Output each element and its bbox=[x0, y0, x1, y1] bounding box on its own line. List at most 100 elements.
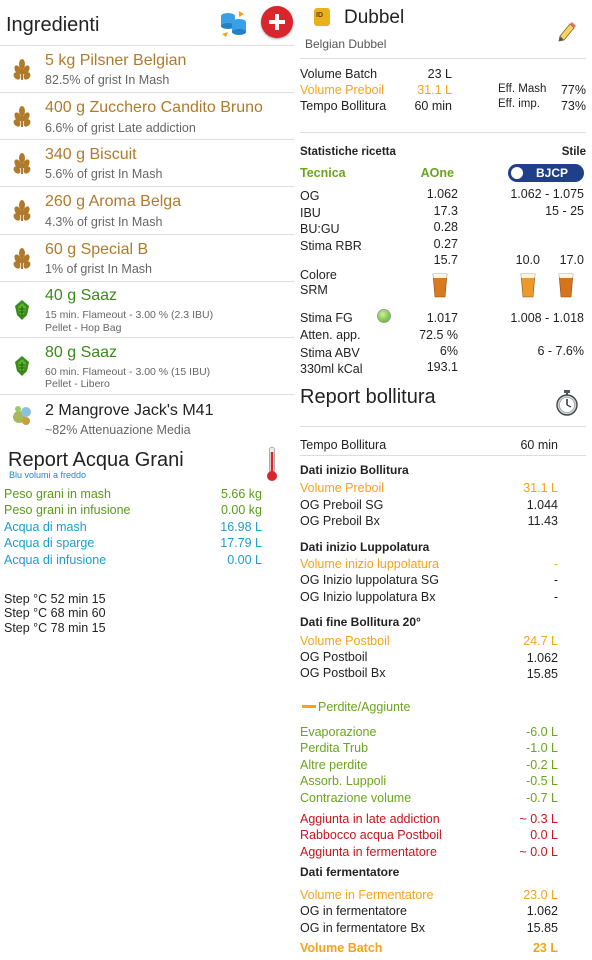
hop-icon bbox=[15, 300, 29, 320]
fg-label: Stima FG bbox=[300, 311, 353, 325]
water-row-value: 5.66 kg bbox=[220, 487, 262, 501]
kcal-label: 330ml kCal bbox=[300, 362, 363, 376]
vol-postboil-value: 24.7 L bbox=[523, 634, 558, 648]
wheat-icon bbox=[13, 248, 31, 269]
collapse-dash-icon[interactable] bbox=[302, 705, 316, 708]
eff-mash-value: 77% bbox=[560, 83, 586, 97]
beer-glass-icon bbox=[432, 273, 448, 298]
water-row-value: 17.79 L bbox=[220, 536, 262, 550]
volume-batch-label: Volume Batch bbox=[300, 67, 378, 81]
addition-label: Aggiunta in fermentatore bbox=[300, 845, 437, 859]
loss-label: Assorb. Luppoli bbox=[300, 774, 387, 788]
og-ferm-value: 1.062 bbox=[526, 904, 558, 918]
ingredient-item[interactable]: 80 g Saaz 60 min. Flameout - 3.00 % (15 … bbox=[0, 338, 294, 395]
mash-step: Step °C 68 min 60 bbox=[4, 606, 106, 620]
ingredient-detail: Pellet - Libero bbox=[45, 378, 110, 390]
ingredient-item[interactable]: 2 Mangrove Jack's M41 ~82% Attenuazione … bbox=[0, 395, 294, 441]
ingredient-detail: 5.6% of grist In Mash bbox=[45, 167, 163, 181]
vol-preboil-value: 31.1 L bbox=[523, 481, 558, 495]
tempo-bollitura-value: 60 min bbox=[414, 99, 452, 113]
ingredient-name: 260 g Aroma Belga bbox=[45, 193, 182, 210]
ingredients-header: Ingredienti bbox=[0, 0, 294, 46]
og-value: 1.062 bbox=[426, 187, 458, 201]
water-row-label: Acqua di mash bbox=[4, 520, 87, 534]
ingredient-detail: 6.6% of grist Late addiction bbox=[45, 121, 196, 135]
kcal-value: 193.1 bbox=[426, 360, 458, 374]
ibu-label: IBU bbox=[300, 206, 321, 220]
srm-min: 10.0 bbox=[515, 253, 540, 267]
vol-postboil-label: Volume Postboil bbox=[300, 634, 390, 648]
ingredient-item[interactable]: 400 g Zucchero Candito Bruno 6.6% of gri… bbox=[0, 93, 294, 140]
ingredients-title: Ingredienti bbox=[6, 14, 100, 36]
water-row-label: Acqua di sparge bbox=[4, 536, 95, 550]
database-sync-icon[interactable] bbox=[219, 8, 249, 38]
loss-value: -0.2 L bbox=[526, 758, 558, 772]
rbr-value: 0.27 bbox=[433, 237, 458, 251]
ingredient-name: 5 kg Pilsner Belgian bbox=[45, 52, 187, 69]
vol-lupp-label: Volume inizio luppolatura bbox=[300, 557, 439, 571]
volume-preboil-value: 31.1 L bbox=[417, 83, 452, 97]
wheat-icon bbox=[13, 200, 31, 221]
ingredient-item[interactable]: 260 g Aroma Belga 4.3% of grist In Mash bbox=[0, 187, 294, 235]
bjcp-toggle[interactable]: BJCP bbox=[508, 164, 584, 182]
ibu-range: 15 - 25 bbox=[545, 204, 584, 218]
edit-icon[interactable] bbox=[556, 20, 578, 42]
vol-preboil-label: Volume Preboil bbox=[300, 481, 385, 495]
ingredient-item[interactable]: 340 g Biscuit 5.6% of grist In Mash bbox=[0, 140, 294, 187]
water-row-value: 0.00 L bbox=[227, 553, 262, 567]
boil-tempo-label: Tempo Bollitura bbox=[300, 438, 387, 452]
add-ingredient-button[interactable] bbox=[261, 6, 293, 38]
boil-tempo-value: 60 min bbox=[520, 438, 558, 452]
tecnica-value: AOne bbox=[420, 166, 454, 180]
og-ferm-bx-value: 15.85 bbox=[526, 921, 558, 935]
loss-label: Contrazione volume bbox=[300, 791, 412, 805]
water-report-title: Report Acqua Grani bbox=[8, 449, 184, 471]
srm-label: SRM bbox=[300, 283, 328, 297]
stile-label: Stile bbox=[561, 146, 586, 158]
og-preboil-sg-label: OG Preboil SG bbox=[300, 498, 384, 512]
ingredient-item[interactable]: 60 g Special B 1% of grist In Mash bbox=[0, 235, 294, 282]
recipe-panel: Dubbel Belgian Dubbel Volume Batch 23 L … bbox=[294, 0, 592, 960]
og-lupp-sg-value: - bbox=[553, 573, 558, 587]
addition-value: ~ 0.0 L bbox=[519, 845, 558, 859]
srm-value: 15.7 bbox=[433, 253, 458, 267]
srm-max: 17.0 bbox=[559, 253, 584, 267]
recipe-name: Dubbel bbox=[344, 7, 405, 28]
status-led-icon bbox=[378, 310, 390, 322]
eff-imp-label: Eff. imp. bbox=[498, 98, 540, 110]
og-ferm-label: OG in fermentatore bbox=[300, 904, 407, 918]
ingredient-item[interactable]: 40 g Saaz 15 min. Flameout - 3.00 % (2.3… bbox=[0, 282, 294, 338]
abv-label: Stima ABV bbox=[300, 346, 360, 360]
beer-glass-icon bbox=[520, 273, 536, 298]
og-preboil-bx-value: 11.43 bbox=[527, 514, 558, 528]
og-lupp-bx-value: - bbox=[553, 590, 558, 604]
og-preboil-bx-label: OG Preboil Bx bbox=[300, 514, 380, 528]
og-label: OG bbox=[300, 189, 320, 203]
perdite-label[interactable]: Perdite/Aggiunte bbox=[318, 700, 411, 714]
vol-batch-label: Volume Batch bbox=[300, 941, 383, 955]
bugu-label: BU:GU bbox=[300, 222, 340, 236]
yeast-icon bbox=[13, 406, 31, 425]
section-inizio-luppolatura: Dati inizio Luppolatura bbox=[300, 540, 430, 554]
ingredient-detail: 1% of grist In Mash bbox=[45, 262, 152, 276]
ingredients-panel: Ingredienti 5 kg Pilsner Belgian 82.5% o… bbox=[0, 0, 294, 960]
ingredient-name: 340 g Biscuit bbox=[45, 146, 137, 163]
recipe-id-icon bbox=[314, 8, 330, 26]
og-postboil-bx-label: OG Postboil Bx bbox=[300, 666, 386, 680]
water-row-value: 16.98 L bbox=[220, 520, 262, 534]
ingredient-name: 60 g Special B bbox=[45, 241, 149, 258]
ingredient-name: 80 g Saaz bbox=[45, 344, 118, 361]
wheat-icon bbox=[13, 59, 31, 80]
recipe-style: Belgian Dubbel bbox=[305, 37, 387, 51]
og-range: 1.062 - 1.075 bbox=[510, 187, 584, 201]
loss-value: -0.5 L bbox=[526, 774, 558, 788]
ingredient-detail: ~82% Attenuazione Media bbox=[45, 423, 191, 437]
og-postboil-label: OG Postboil bbox=[300, 650, 368, 664]
loss-label: Evaporazione bbox=[300, 725, 377, 739]
addition-value: ~ 0.3 L bbox=[519, 812, 558, 826]
stats-title: Statistiche ricetta bbox=[300, 146, 396, 158]
ingredient-item[interactable]: 5 kg Pilsner Belgian 82.5% of grist In M… bbox=[0, 46, 294, 93]
atten-label: Atten. app. bbox=[300, 328, 361, 342]
stopwatch-icon[interactable] bbox=[556, 390, 578, 416]
addition-label: Aggiunta in late addiction bbox=[300, 812, 440, 826]
